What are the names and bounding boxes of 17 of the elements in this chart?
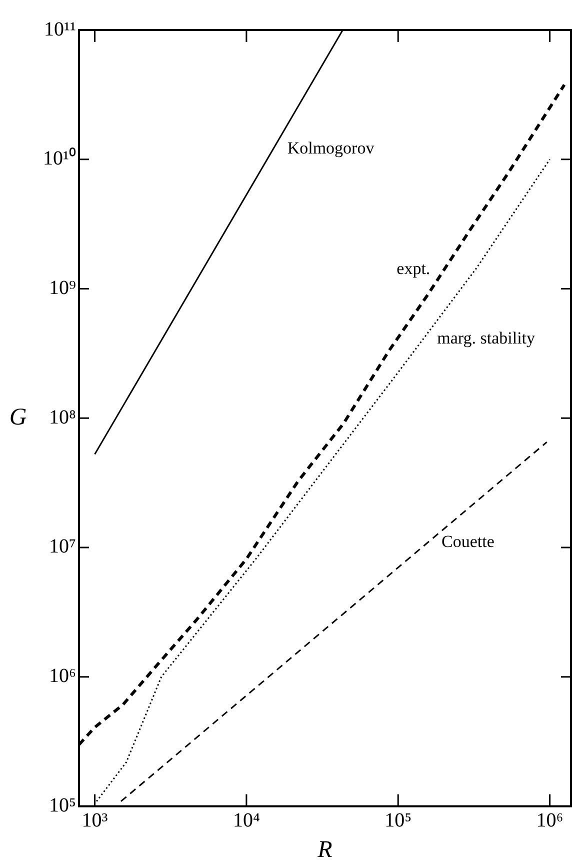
x-axis-title: R	[316, 836, 333, 863]
y-tick-label: 10⁹	[49, 276, 76, 299]
x-tick-label: 10³	[82, 809, 108, 832]
y-tick-label: 10⁸	[49, 406, 76, 428]
x-tick-label: 10⁵	[384, 809, 412, 832]
series-label: Kolmogorov	[287, 138, 375, 158]
y-tick-label: 10¹⁰	[42, 146, 76, 170]
y-tick-label: 10¹¹	[44, 18, 76, 40]
y-tick-label: 10⁷	[49, 536, 76, 558]
y-tick-label: 10⁵	[49, 794, 76, 816]
series-label: expt.	[396, 259, 430, 278]
series-label: marg. stability	[437, 328, 536, 348]
y-tick-label: 10⁶	[49, 665, 76, 688]
x-tick-label: 10⁴	[232, 809, 260, 832]
series-label: Couette	[442, 532, 494, 552]
x-tick-label: 10⁶	[536, 809, 564, 832]
y-axis-title: G	[9, 404, 27, 430]
